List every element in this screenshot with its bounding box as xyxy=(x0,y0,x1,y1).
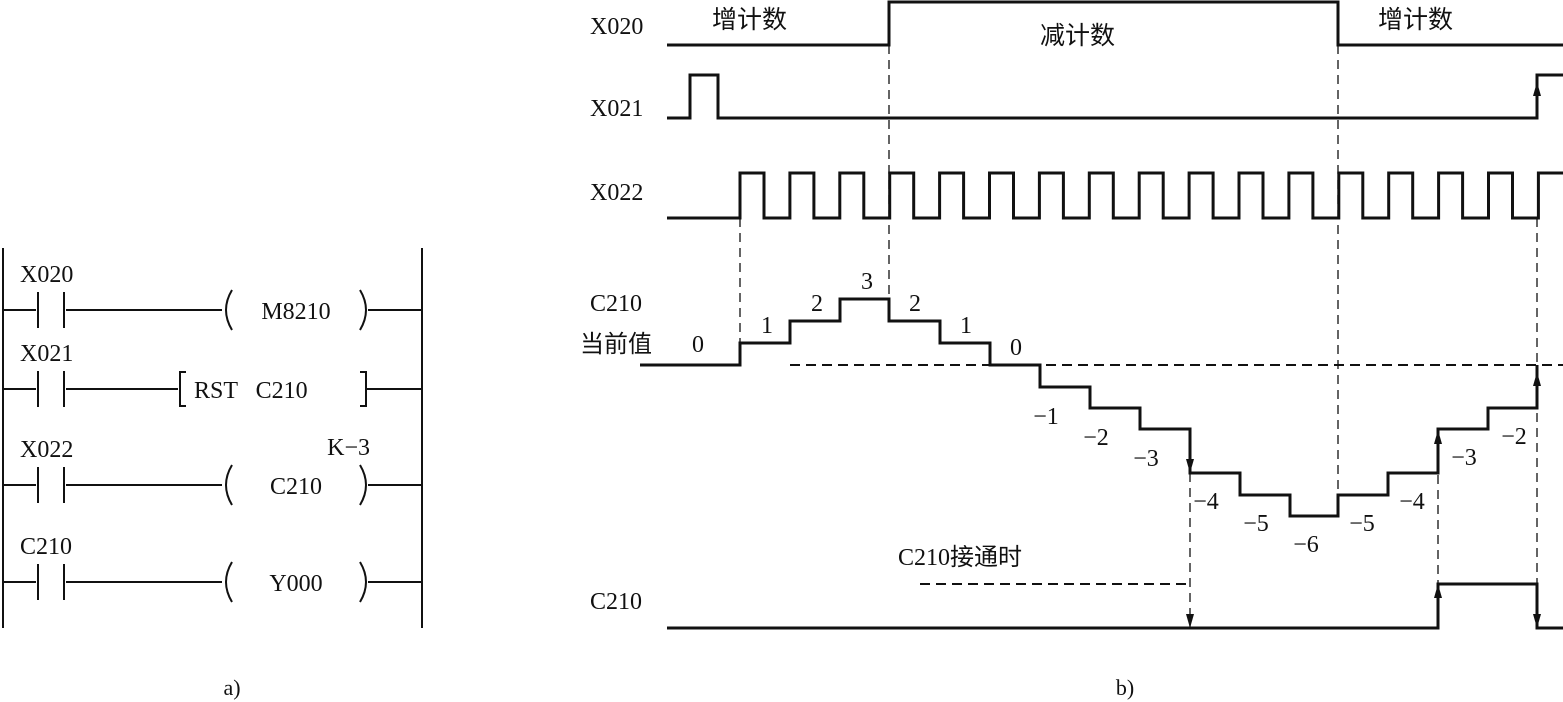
coil-label: Y000 xyxy=(269,571,322,597)
arrow-up-icon xyxy=(1533,372,1541,386)
counter-value-label: 0 xyxy=(692,332,704,358)
counter-value-label: 2 xyxy=(909,291,921,317)
coil-right-icon xyxy=(359,289,367,331)
contact-label: X020 xyxy=(20,262,73,288)
waveform-c210-current-value xyxy=(640,297,1539,518)
arrow-down-icon xyxy=(1186,614,1194,628)
contact-label: X021 xyxy=(20,341,73,367)
counter-value-label: −4 xyxy=(1193,489,1219,515)
bracket-left-icon xyxy=(179,371,186,407)
phase-label-up-2: 增计数 xyxy=(1378,6,1453,34)
signal-label-c210-value: C210 xyxy=(590,291,642,317)
coil-label: M8210 xyxy=(261,299,330,325)
coil-label: C210 xyxy=(270,474,322,500)
coil-left-icon xyxy=(225,464,233,506)
instruction-label: RST C210 xyxy=(194,378,308,404)
arrow-icons xyxy=(1186,82,1541,628)
counter-value-label: 0 xyxy=(1010,335,1022,361)
signal-label-current-value: 当前值 xyxy=(580,331,652,358)
caption-b: b) xyxy=(1116,675,1134,700)
counter-value-label: −3 xyxy=(1451,445,1477,471)
contact-label: X022 xyxy=(20,437,73,463)
annotation-c210-on: C210接通时 xyxy=(898,544,1022,571)
counter-value-label: −2 xyxy=(1083,425,1109,451)
signal-label-c210: C210 xyxy=(590,589,642,615)
counter-value-label: −6 xyxy=(1293,532,1319,558)
ladder-rung: X021 RST C210 xyxy=(3,341,422,407)
waveform-x020 xyxy=(667,0,1563,47)
phase-label-down: 减计数 xyxy=(1040,22,1115,50)
counter-value-label: −2 xyxy=(1501,424,1527,450)
phase-label-up-1: 增计数 xyxy=(712,6,787,34)
counter-value-label: 1 xyxy=(960,313,972,339)
coil-left-icon xyxy=(225,289,233,331)
counter-value-label: 2 xyxy=(811,291,823,317)
waveform-c210 xyxy=(667,582,1563,630)
ladder-rung: X020 M8210 xyxy=(3,262,422,331)
counter-value-label: −5 xyxy=(1243,511,1269,537)
coil-left-icon xyxy=(225,561,233,603)
waveform-x021 xyxy=(667,73,1563,120)
setting-label: K−3 xyxy=(327,435,370,461)
counter-value-label: 1 xyxy=(761,313,773,339)
signal-label-x022: X022 xyxy=(590,180,643,206)
coil-right-icon xyxy=(359,561,367,603)
coil-right-icon xyxy=(359,464,367,506)
timing-diagram: X020 X021 X022 C210 当前值 C210 增计数 减计数 增计数 xyxy=(580,0,1563,700)
counter-value-label: 3 xyxy=(861,269,873,295)
signal-label-x020: X020 xyxy=(590,14,643,40)
caption-a: a) xyxy=(223,675,240,700)
arrow-up-icon xyxy=(1434,584,1442,598)
signal-label-x021: X021 xyxy=(590,96,643,122)
bracket-right-icon xyxy=(360,371,367,407)
arrow-up-icon xyxy=(1533,82,1541,96)
counter-value-label: −4 xyxy=(1399,489,1425,515)
counter-value-label: −5 xyxy=(1349,511,1375,537)
ladder-rung: C210 Y000 xyxy=(3,534,422,603)
counter-value-label: −1 xyxy=(1033,404,1059,430)
waveform-x022 xyxy=(667,171,1563,220)
arrow-down-icon xyxy=(1533,614,1541,628)
arrow-down-icon xyxy=(1186,459,1194,473)
counter-value-label: −3 xyxy=(1133,446,1159,472)
dashed-guides xyxy=(739,45,1563,628)
arrow-up-icon xyxy=(1434,430,1442,444)
contact-label: C210 xyxy=(20,534,72,560)
